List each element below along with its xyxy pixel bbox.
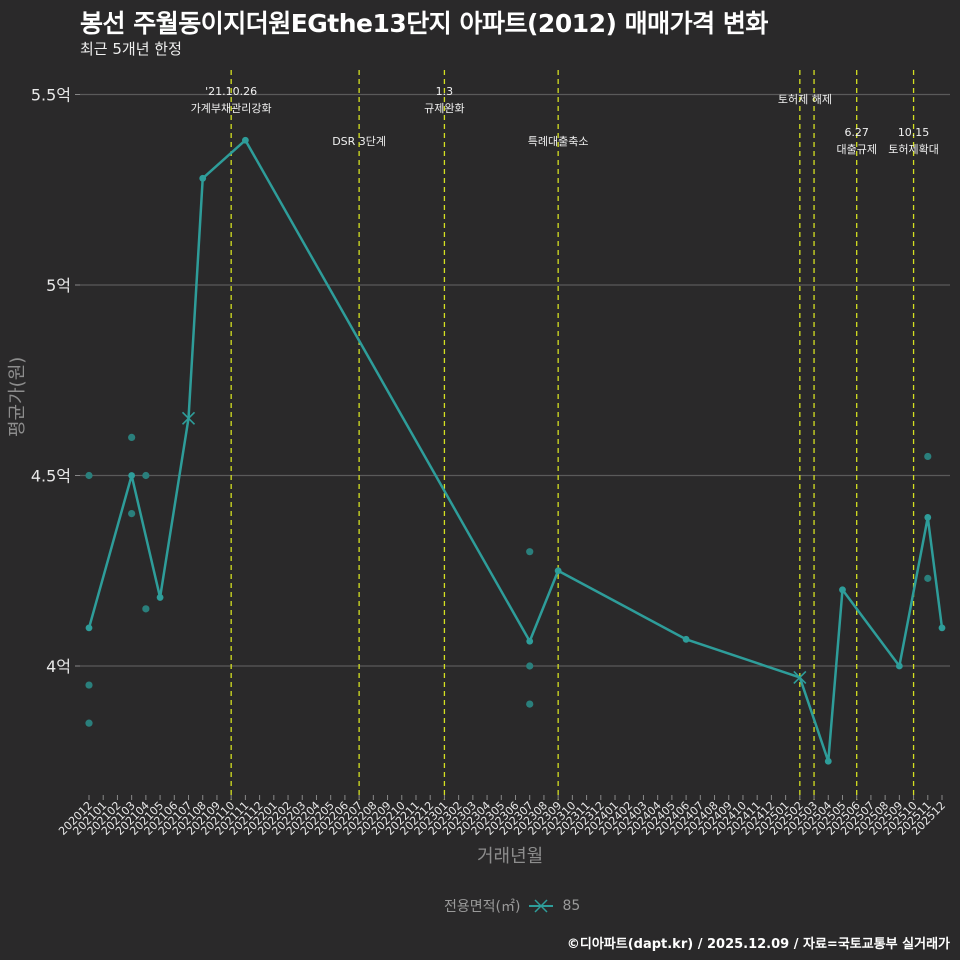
event-annotation: 특례대출축소 [528,135,589,148]
scatter-point [526,548,534,556]
x-marker [793,670,807,684]
chart-subtitle: 최근 5개년 한정 [80,40,182,58]
data-point [895,662,903,670]
chart-title: 봉선 주월동이지더원EGthe13단지 아파트(2012) 매매가격 변화 [80,9,768,38]
scatter-point [924,574,932,582]
event-annotation: 10.15 [898,126,930,139]
event-annotation: 규제완화 [424,102,464,115]
event-annotation: 1.3 [436,85,454,98]
legend: 전용면적(㎡) 85 [444,896,580,916]
scatter-point [526,700,534,708]
source-caption: ©디아파트(dapt.kr) / 2025.12.09 / 자료=국토교통부 실… [566,937,950,952]
data-point [839,586,846,594]
legend-item-label: 85 [562,898,581,914]
series-line [85,136,946,765]
data-point [156,594,164,601]
data-point [938,624,946,632]
event-annotation: 가계부채관리강화 [191,102,272,115]
scatter-point [85,681,93,689]
x-axis-ticks: 2020122021012021022021032021042021052021… [56,795,948,838]
y-tick-label: 5억 [46,276,71,295]
data-point [128,472,136,479]
scatter-point [526,662,534,670]
y-tick-label: 4.5억 [31,467,71,486]
scatter-point [924,452,932,461]
data-point [554,567,562,575]
data-point [824,757,832,765]
event-annotation: DSR 3단계 [332,135,386,148]
event-annotation: 대출규제 [836,143,876,156]
scatter-point [142,605,150,613]
event-annotation: 토허제확대 [888,143,939,156]
event-lines [230,70,915,800]
data-point [241,136,249,144]
y-tick-label: 5.5억 [31,86,71,105]
legend-title: 전용면적(㎡) [444,899,521,915]
data-point [526,637,534,645]
x-axis-title: 거래년월 [477,846,544,867]
data-point [924,514,932,521]
scatter-point [142,471,150,480]
scatter-point [85,471,93,480]
y-axis-ticks: 4억 4.5억 5억 5.5억 [31,86,80,676]
scatter-points [85,433,932,727]
scatter-point [128,509,136,518]
y-tick-label: 4억 [46,657,71,676]
event-annotation: 토허제 해제 [778,92,832,106]
gridlines [80,93,950,667]
legend-x-marker-icon [529,899,554,913]
event-annotation: '21.10.26 [205,85,257,98]
x-marker [181,411,196,425]
data-point [85,624,93,632]
event-annotation: 6.27 [844,126,869,139]
scatter-point [128,433,136,441]
data-point [682,635,690,643]
data-point [199,174,207,182]
y-axis-title: 평균가(원) [7,356,28,437]
scatter-point [85,719,93,727]
